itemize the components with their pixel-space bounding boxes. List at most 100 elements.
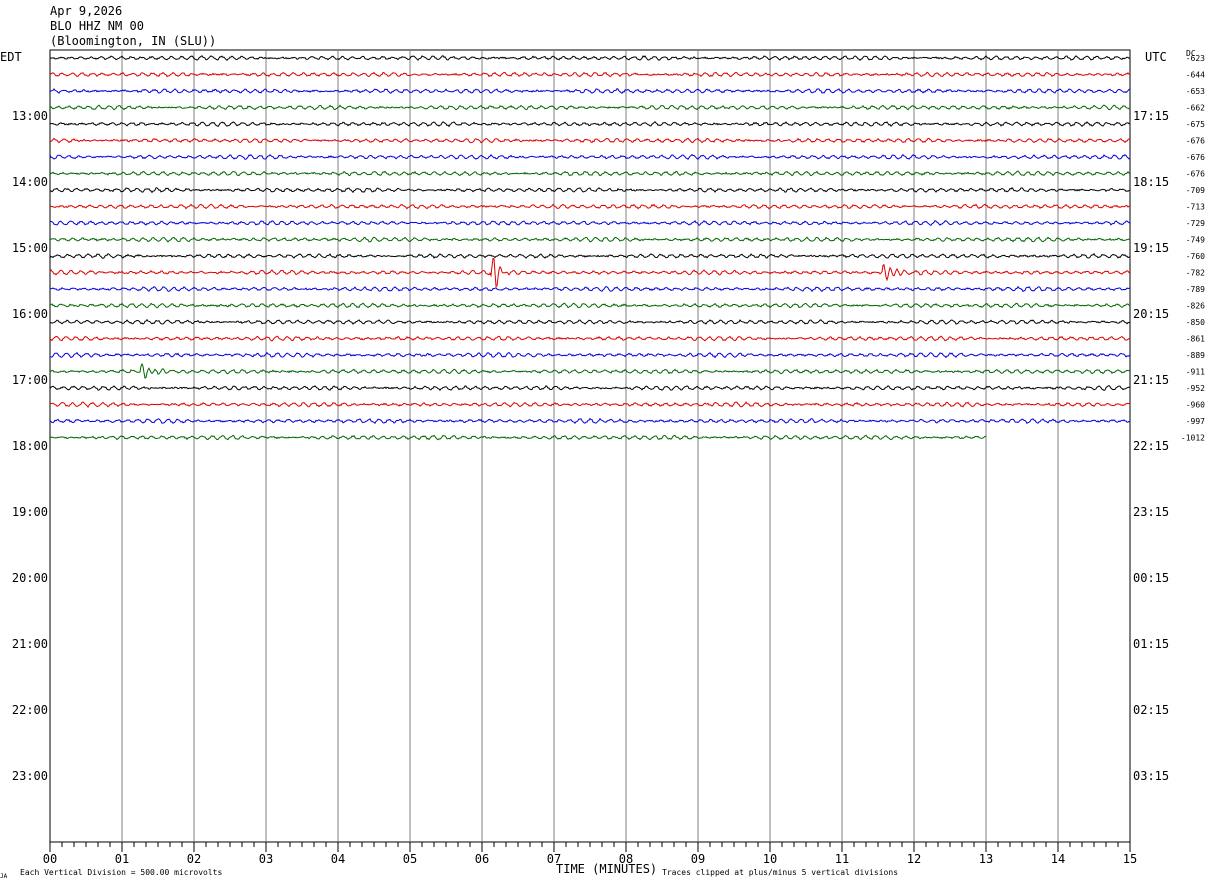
x-tick-label: 07 [547, 852, 561, 866]
left-axis-title: EDT [0, 50, 22, 64]
dc-offset-label: -644 [1186, 71, 1205, 80]
dc-offset-label: -889 [1186, 351, 1205, 360]
utc-hour-label: 02:15 [1133, 703, 1169, 717]
x-tick-label: 15 [1123, 852, 1137, 866]
edt-hour-label: 21:00 [12, 637, 48, 651]
x-tick-label: 08 [619, 852, 633, 866]
seismic-trace [49, 71, 1131, 78]
dc-offset-label: -1012 [1181, 434, 1205, 443]
seismic-trace [49, 170, 1131, 177]
x-tick-label: 02 [187, 852, 201, 866]
x-tick-label: 13 [979, 852, 993, 866]
seismic-trace [49, 120, 1131, 128]
x-tick-label: 14 [1051, 852, 1065, 866]
seismic-trace [49, 434, 987, 441]
seismic-trace [49, 203, 1131, 210]
dc-offset-label: -826 [1186, 302, 1205, 311]
dc-offset-label: -713 [1186, 203, 1205, 212]
seismic-traces [49, 55, 1131, 441]
dc-offset-label: -861 [1186, 335, 1205, 344]
plot-grid [49, 49, 1131, 852]
dc-offset-label: -952 [1186, 384, 1205, 393]
dc-offset-label: -675 [1186, 120, 1205, 129]
utc-hour-label: 01:15 [1133, 637, 1169, 651]
dc-offset-label: -709 [1186, 186, 1205, 195]
utc-hour-label: 22:15 [1133, 439, 1169, 453]
seismic-trace [49, 187, 1131, 194]
seismic-trace [49, 351, 1131, 359]
x-tick-label: 00 [43, 852, 57, 866]
dc-offset-label: -623 [1186, 54, 1205, 63]
dc-offset-label: -729 [1186, 219, 1205, 228]
utc-hour-label: 00:15 [1133, 571, 1169, 585]
x-tick-label: 11 [835, 852, 849, 866]
edt-hour-label: 14:00 [12, 175, 48, 189]
seismic-trace [49, 153, 1131, 161]
seismic-trace [49, 55, 1131, 62]
dc-offset-label: -676 [1186, 137, 1205, 146]
axis-labels: 00 01 02 03 04 05 06 07 08 09 10 11 12 13 14 15 13:00 14:… [12, 54, 1205, 866]
edt-hour-label: 16:00 [12, 307, 48, 321]
seismic-trace [49, 88, 1131, 94]
seismic-trace [49, 362, 1131, 379]
header-location: (Bloomington, IN (SLU)) [50, 34, 217, 48]
seismic-trace [49, 219, 1131, 227]
edt-hour-label: 20:00 [12, 571, 48, 585]
x-tick-label: 06 [475, 852, 489, 866]
seismic-trace [49, 302, 1131, 309]
dc-offset-label: -960 [1186, 401, 1205, 410]
dc-offset-label: -789 [1186, 285, 1205, 294]
seismic-trace [49, 236, 1131, 243]
edt-hour-label: 17:00 [12, 373, 48, 387]
seismic-trace [49, 252, 1131, 259]
footer-scale-note: Each Vertical Division = 500.00 microvol… [20, 868, 222, 877]
right-axis-title: UTC [1145, 50, 1167, 64]
edt-hour-label: 18:00 [12, 439, 48, 453]
utc-hour-label: 19:15 [1133, 241, 1169, 255]
edt-hour-label: 22:00 [12, 703, 48, 717]
x-axis-title: TIME (MINUTES) [556, 862, 657, 876]
utc-hour-label: 18:15 [1133, 175, 1169, 189]
header-station: BLO HHZ NM 00 [50, 19, 144, 33]
edt-hour-label: 13:00 [12, 109, 48, 123]
seismic-trace [49, 385, 1131, 391]
x-tick-label: 03 [259, 852, 273, 866]
seismic-trace [49, 257, 1131, 287]
edt-hour-label: 19:00 [12, 505, 48, 519]
x-tick-label: 09 [691, 852, 705, 866]
seismic-trace [49, 104, 1131, 111]
utc-hour-label: 17:15 [1133, 109, 1169, 123]
dc-offset-label: -911 [1186, 368, 1205, 377]
dc-offset-label: -676 [1186, 153, 1205, 162]
seismic-trace [49, 318, 1131, 325]
dc-label: DC [1186, 49, 1196, 58]
seismic-trace [49, 335, 1131, 342]
utc-hour-label: 03:15 [1133, 769, 1169, 783]
seismic-trace [49, 285, 1131, 293]
seismic-trace [49, 401, 1131, 408]
plot-frame [49, 49, 1131, 843]
dc-offset-label: -676 [1186, 170, 1205, 179]
dc-offset-label: -997 [1186, 417, 1205, 426]
edt-hour-label: 23:00 [12, 769, 48, 783]
dc-offset-label: -850 [1186, 318, 1205, 327]
edt-hour-label: 15:00 [12, 241, 48, 255]
header-date: Apr 9,2026 [50, 4, 123, 18]
seismic-trace [49, 137, 1131, 144]
dc-offset-label: -653 [1186, 87, 1205, 96]
utc-hour-label: 23:15 [1133, 505, 1169, 519]
corner-mark: JA [0, 873, 8, 880]
seismic-trace [49, 417, 1131, 425]
utc-hour-label: 20:15 [1133, 307, 1169, 321]
dc-offset-label: -749 [1186, 236, 1205, 245]
x-tick-label: 10 [763, 852, 777, 866]
dc-offset-label: -760 [1186, 252, 1205, 261]
dc-offset-label: -782 [1186, 269, 1205, 278]
x-tick-label: 01 [115, 852, 129, 866]
x-tick-label: 12 [907, 852, 921, 866]
x-tick-label: 05 [403, 852, 417, 866]
x-tick-label: 04 [331, 852, 345, 866]
dc-offset-label: -662 [1186, 104, 1205, 113]
footer-clip-note: Traces clipped at plus/minus 5 vertical … [662, 868, 898, 877]
